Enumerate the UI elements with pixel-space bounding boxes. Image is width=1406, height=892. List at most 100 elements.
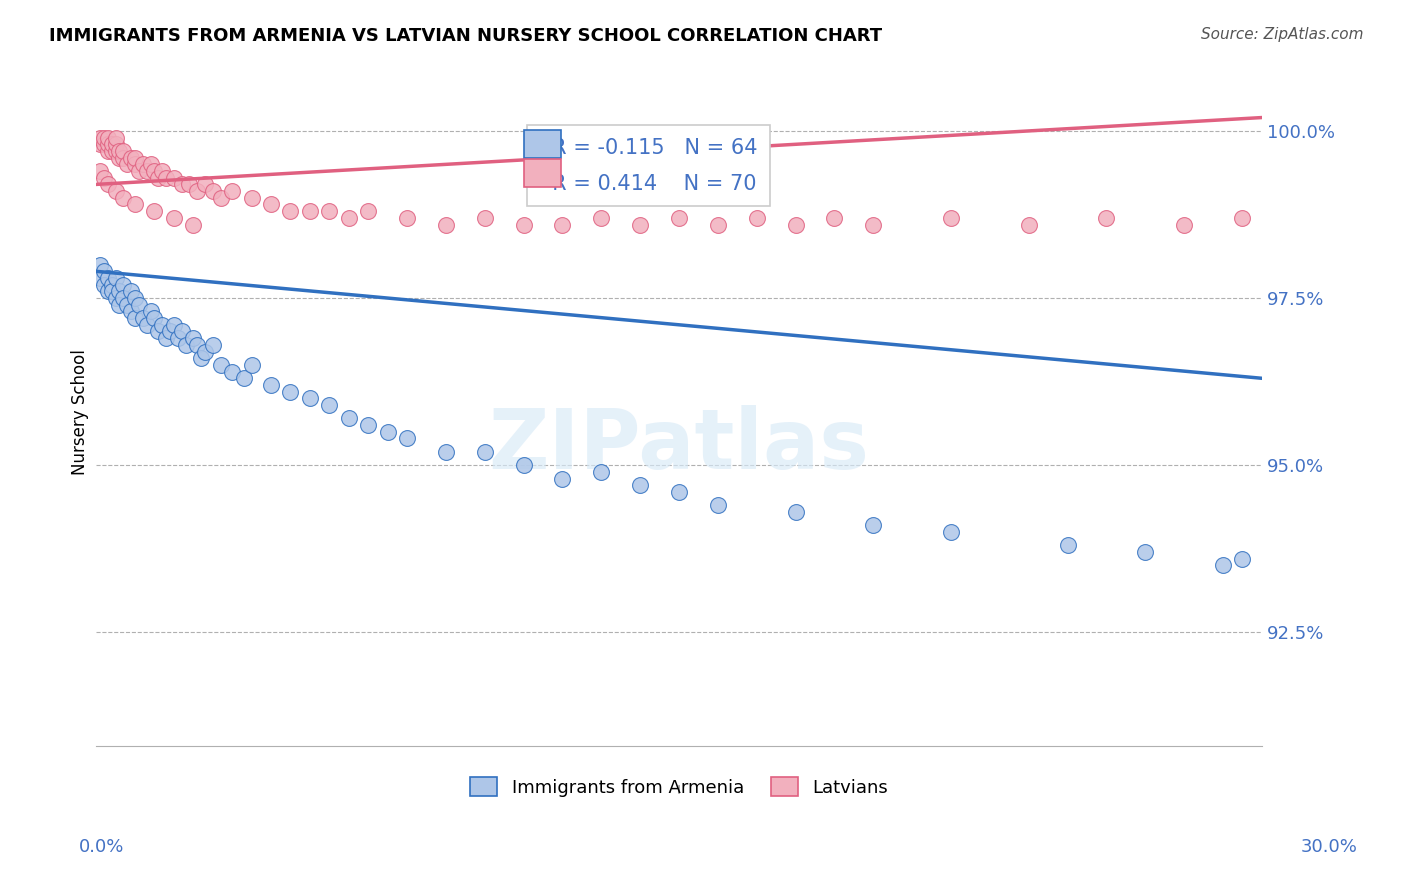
Point [707, 218, 730, 232]
Point [89, 271, 111, 285]
Point [183, 218, 205, 232]
Point [108, 151, 131, 165]
Point [139, 157, 162, 171]
Point [298, 392, 321, 406]
Point [357, 418, 380, 433]
Point [174, 338, 197, 352]
Point [108, 298, 131, 312]
Point [591, 465, 613, 479]
Point [201, 338, 224, 352]
Point [298, 204, 321, 219]
Point [357, 204, 380, 219]
Point [124, 157, 146, 171]
Point [280, 204, 302, 219]
Point [474, 211, 496, 225]
Point [104, 184, 127, 198]
Point [186, 184, 208, 198]
Point [104, 144, 127, 158]
Point [194, 344, 217, 359]
Point [628, 218, 651, 232]
Point [240, 191, 263, 205]
Point [939, 211, 962, 225]
Point [474, 445, 496, 459]
Point [179, 178, 201, 192]
Point [240, 358, 263, 372]
Point [1232, 211, 1254, 225]
Point [89, 258, 111, 272]
Text: R = -0.115   N = 64
  R = 0.414    N = 70: R = -0.115 N = 64 R = 0.414 N = 70 [538, 137, 758, 194]
Point [434, 218, 457, 232]
Point [97, 271, 120, 285]
Point [628, 478, 651, 492]
Point [93, 264, 115, 278]
Point [862, 518, 884, 533]
Point [318, 204, 340, 219]
Point [117, 157, 139, 171]
Point [186, 338, 208, 352]
Point [745, 211, 768, 225]
Point [150, 318, 173, 332]
Point [512, 458, 534, 473]
Point [97, 130, 120, 145]
Point [377, 425, 399, 439]
Point [112, 151, 135, 165]
Point [1018, 218, 1040, 232]
Point [939, 524, 962, 539]
Point [396, 211, 419, 225]
Point [104, 130, 127, 145]
Point [1056, 538, 1078, 552]
Point [124, 151, 146, 165]
Point [512, 218, 534, 232]
Point [100, 137, 122, 152]
Point [551, 218, 574, 232]
Point [668, 211, 690, 225]
Point [93, 170, 115, 185]
FancyBboxPatch shape [524, 129, 561, 158]
Point [135, 318, 157, 332]
Point [434, 445, 457, 459]
Point [163, 318, 186, 332]
Point [150, 164, 173, 178]
Point [124, 311, 146, 326]
Point [100, 277, 122, 292]
Point [93, 277, 115, 292]
Point [132, 311, 155, 326]
Point [668, 484, 690, 499]
Point [112, 191, 135, 205]
Point [143, 204, 166, 219]
Point [707, 498, 730, 512]
Point [112, 144, 135, 158]
Point [1212, 558, 1234, 573]
Y-axis label: Nursery School: Nursery School [72, 349, 89, 475]
Point [100, 285, 122, 299]
Point [280, 384, 302, 399]
Point [190, 351, 212, 366]
Text: 0.0%: 0.0% [79, 838, 124, 856]
Point [396, 432, 419, 446]
Point [97, 285, 120, 299]
Legend: Immigrants from Armenia, Latvians: Immigrants from Armenia, Latvians [463, 770, 896, 804]
Point [159, 325, 181, 339]
Point [112, 277, 135, 292]
Point [170, 325, 193, 339]
Point [139, 304, 162, 318]
Point [170, 178, 193, 192]
Point [166, 331, 188, 345]
Point [100, 144, 122, 158]
Point [201, 184, 224, 198]
Point [260, 378, 283, 392]
Point [318, 398, 340, 412]
Point [1232, 551, 1254, 566]
Point [120, 285, 142, 299]
Point [785, 218, 807, 232]
Point [104, 271, 127, 285]
Point [337, 211, 360, 225]
Point [108, 285, 131, 299]
Point [824, 211, 846, 225]
Point [124, 197, 146, 211]
Point [97, 137, 120, 152]
Point [209, 191, 232, 205]
Point [1135, 545, 1157, 559]
Point [135, 164, 157, 178]
Point [132, 157, 155, 171]
